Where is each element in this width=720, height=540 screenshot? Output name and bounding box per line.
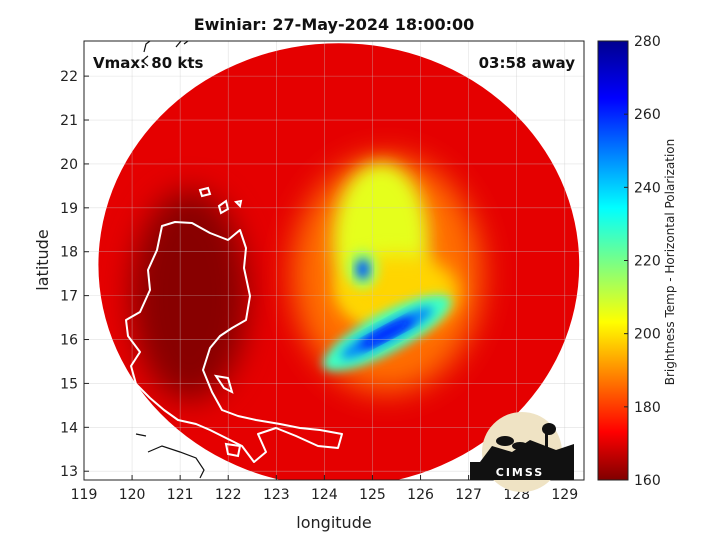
- colorbar-tick-label: 200: [634, 327, 661, 343]
- logo-text: CIMSS: [496, 466, 544, 479]
- y-axis-label: latitude: [33, 229, 52, 290]
- cold-spot-core: [355, 259, 370, 280]
- plot-frame: [83, 40, 585, 481]
- grid: [83, 41, 584, 480]
- x-tick-label: 124: [311, 487, 338, 503]
- luzon-coastline: [125, 221, 343, 463]
- x-axis-label: longitude: [296, 513, 371, 532]
- y-tick-label: 13: [60, 464, 78, 480]
- x-tick-label: 122: [215, 487, 242, 503]
- y-tick-label: 19: [60, 201, 78, 217]
- x-tick-label: 123: [263, 487, 290, 503]
- colorbar-tick-label: 240: [634, 180, 661, 196]
- x-tick-label: 126: [407, 487, 434, 503]
- y-tick-label: 17: [60, 289, 78, 305]
- y-tick-label: 21: [60, 113, 78, 129]
- colorbar-tick-label: 280: [634, 34, 661, 50]
- colorbar: 160 180 200 220 240 260 280 Brightness Temp - …: [597, 34, 677, 489]
- island-coastline: [224, 442, 242, 458]
- coastline-outside: [135, 433, 205, 479]
- x-tick-label: 127: [455, 487, 482, 503]
- y-tick-label: 18: [60, 245, 78, 261]
- colorbar-ticks: 160 180 200 220 240 260 280: [624, 34, 661, 489]
- axis-ticks: 119 120 121 122 123 124 125 126 127 128 1291314151…: [60, 69, 578, 503]
- colorbar-label: Brightness Temp - Horizontal Polarizatio…: [663, 139, 677, 386]
- island-coastline: [198, 186, 212, 198]
- x-tick-label: 119: [71, 487, 98, 503]
- y-tick-label: 20: [60, 157, 78, 173]
- y-tick-label: 16: [60, 333, 78, 349]
- island-coastline: [217, 199, 230, 215]
- vmax-label: Vmax: 80 kts: [93, 54, 203, 72]
- colorbar-tick-label: 220: [634, 254, 661, 270]
- x-tick-label: 129: [551, 487, 578, 503]
- brightness-temp-swath: [98, 43, 580, 480]
- colorbar-tick-label: 180: [634, 400, 661, 416]
- y-tick-label: 14: [60, 420, 78, 436]
- x-tick-label: 120: [119, 487, 146, 503]
- x-tick-label: 121: [167, 487, 194, 503]
- x-tick-label: 125: [359, 487, 386, 503]
- time-away-label: 03:58 away: [479, 54, 576, 72]
- cimss-logo: CIMSS: [470, 412, 574, 492]
- colorbar-gradient: [597, 40, 629, 481]
- island-coastline: [213, 374, 234, 394]
- y-tick-label: 22: [60, 69, 78, 85]
- y-tick-label: 15: [60, 376, 78, 392]
- chart-title: Ewiniar: 27-May-2024 18:00:00: [194, 15, 475, 34]
- coastline-outside: [141, 41, 189, 67]
- plot-area: 119 120 121 122 123 124 125 126 127 128 1291314151…: [60, 40, 585, 503]
- cold-band-core: [360, 318, 414, 348]
- island-coastline: [233, 199, 243, 209]
- coastline: [125, 41, 343, 479]
- colorbar-tick-label: 160: [634, 473, 661, 489]
- colorbar-tick-label: 260: [634, 107, 661, 123]
